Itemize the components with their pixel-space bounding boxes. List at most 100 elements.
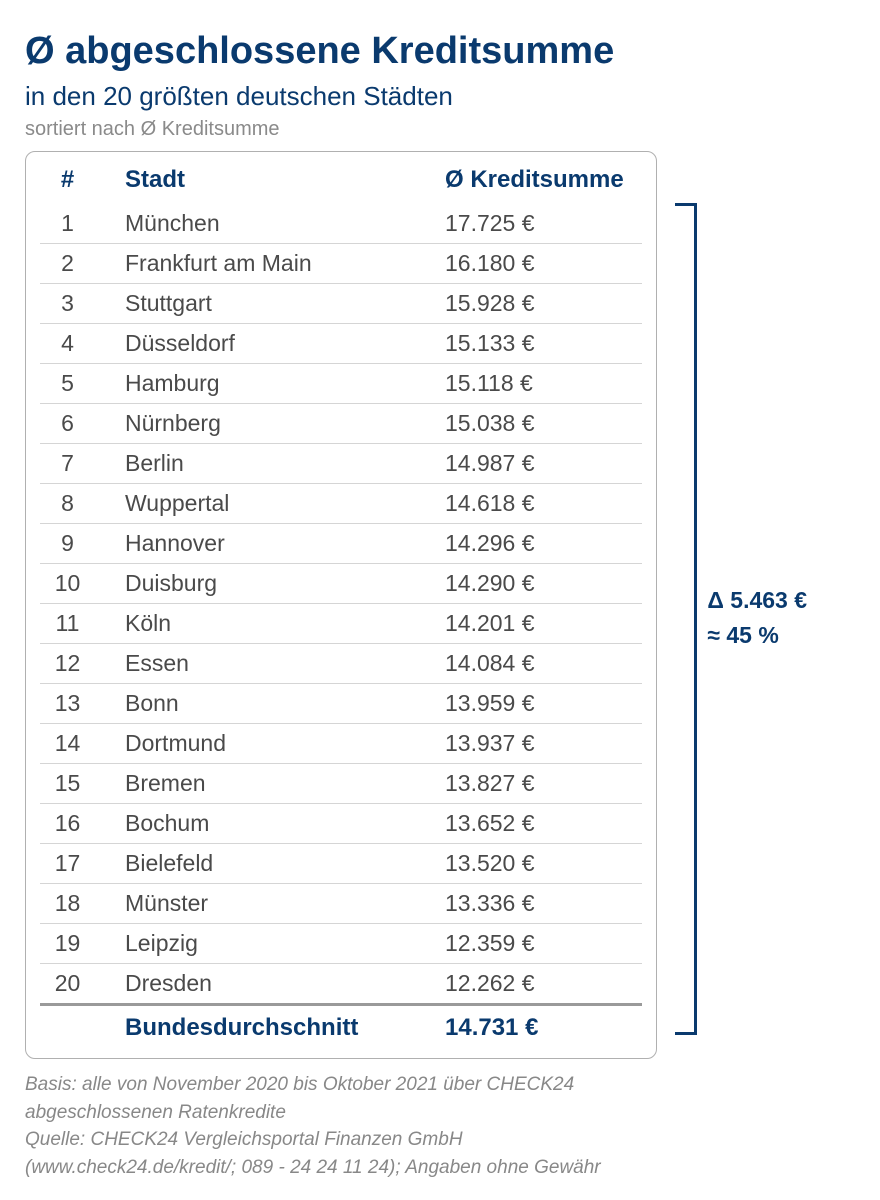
cell-amount: 14.201 €	[415, 604, 642, 644]
cell-city: Bielefeld	[95, 844, 415, 884]
col-header-city: Stadt	[95, 160, 415, 204]
cell-city: Berlin	[95, 444, 415, 484]
average-amount: 14.731 €	[415, 1005, 642, 1049]
cell-rank: 13	[40, 684, 95, 724]
cell-city: Dortmund	[95, 724, 415, 764]
cell-rank: 4	[40, 324, 95, 364]
cell-rank: 18	[40, 884, 95, 924]
delta-percent: ≈ 45 %	[707, 618, 807, 653]
cell-rank: 19	[40, 924, 95, 964]
table-row: 18Münster13.336 €	[40, 884, 642, 924]
col-header-amount: Ø Kreditsumme	[415, 160, 642, 204]
cell-amount: 12.262 €	[415, 964, 642, 1005]
footnote-detail: (www.check24.de/kredit/; 089 - 24 24 11 …	[25, 1154, 725, 1182]
cell-rank: 14	[40, 724, 95, 764]
cell-city: Münster	[95, 884, 415, 924]
cell-amount: 13.959 €	[415, 684, 642, 724]
cell-amount: 14.296 €	[415, 524, 642, 564]
table-row: 1München17.725 €	[40, 204, 642, 244]
cell-amount: 15.928 €	[415, 284, 642, 324]
average-label: Bundesdurchschnitt	[95, 1005, 415, 1049]
cell-city: Wuppertal	[95, 484, 415, 524]
sort-note: sortiert nach Ø Kreditsumme	[25, 118, 855, 141]
cell-rank: 5	[40, 364, 95, 404]
table-row: 3Stuttgart15.928 €	[40, 284, 642, 324]
cell-city: Stuttgart	[95, 284, 415, 324]
table-row: 6Nürnberg15.038 €	[40, 404, 642, 444]
cell-rank: 16	[40, 804, 95, 844]
col-header-rank: #	[40, 160, 95, 204]
cell-amount: 13.336 €	[415, 884, 642, 924]
table-row: 7Berlin14.987 €	[40, 444, 642, 484]
cell-rank: 3	[40, 284, 95, 324]
table-row: 14Dortmund13.937 €	[40, 724, 642, 764]
cell-rank: 7	[40, 444, 95, 484]
cell-rank: 17	[40, 844, 95, 884]
delta-labels: Δ 5.463 € ≈ 45 %	[707, 583, 807, 652]
table-row: 17Bielefeld13.520 €	[40, 844, 642, 884]
cell-city: Nürnberg	[95, 404, 415, 444]
cell-amount: 17.725 €	[415, 204, 642, 244]
footnote-source: Quelle: CHECK24 Vergleichsportal Finanze…	[25, 1126, 725, 1154]
cell-amount: 13.652 €	[415, 804, 642, 844]
cell-city: München	[95, 204, 415, 244]
footnote-basis: Basis: alle von November 2020 bis Oktobe…	[25, 1071, 725, 1126]
cell-amount: 13.520 €	[415, 844, 642, 884]
cell-amount: 13.937 €	[415, 724, 642, 764]
cell-rank: 15	[40, 764, 95, 804]
cell-amount: 16.180 €	[415, 244, 642, 284]
table-row: 13Bonn13.959 €	[40, 684, 642, 724]
table-row: 20Dresden12.262 €	[40, 964, 642, 1005]
cell-city: Hamburg	[95, 364, 415, 404]
cell-city: Köln	[95, 604, 415, 644]
table-row: 10Duisburg14.290 €	[40, 564, 642, 604]
cell-rank: 12	[40, 644, 95, 684]
cell-amount: 13.827 €	[415, 764, 642, 804]
table-row: 15Bremen13.827 €	[40, 764, 642, 804]
cell-rank: 11	[40, 604, 95, 644]
cell-rank: 1	[40, 204, 95, 244]
page-subtitle: in den 20 größten deutschen Städten	[25, 81, 855, 112]
cell-amount: 14.618 €	[415, 484, 642, 524]
page-title: Ø abgeschlossene Kreditsumme	[25, 30, 855, 73]
cell-city: Bonn	[95, 684, 415, 724]
cell-city: Frankfurt am Main	[95, 244, 415, 284]
table-row: 16Bochum13.652 €	[40, 804, 642, 844]
bracket-icon	[675, 203, 697, 1035]
table-row: 8Wuppertal14.618 €	[40, 484, 642, 524]
table-row: 12Essen14.084 €	[40, 644, 642, 684]
cell-rank: 2	[40, 244, 95, 284]
data-table-container: # Stadt Ø Kreditsumme 1München17.725 €2F…	[25, 151, 657, 1059]
cell-city: Bremen	[95, 764, 415, 804]
table-row: 19Leipzig12.359 €	[40, 924, 642, 964]
cell-amount: 15.133 €	[415, 324, 642, 364]
table-row: 9Hannover14.296 €	[40, 524, 642, 564]
delta-value: Δ 5.463 €	[707, 583, 807, 618]
average-row: Bundesdurchschnitt14.731 €	[40, 1005, 642, 1049]
table-row: 2Frankfurt am Main16.180 €	[40, 244, 642, 284]
cell-city: Duisburg	[95, 564, 415, 604]
cell-city: Leipzig	[95, 924, 415, 964]
footnotes: Basis: alle von November 2020 bis Oktobe…	[25, 1071, 725, 1181]
cell-city: Bochum	[95, 804, 415, 844]
cell-city: Dresden	[95, 964, 415, 1005]
cell-amount: 15.038 €	[415, 404, 642, 444]
table-row: 11Köln14.201 €	[40, 604, 642, 644]
cell-amount: 14.290 €	[415, 564, 642, 604]
cell-amount: 14.084 €	[415, 644, 642, 684]
cell-rank: 20	[40, 964, 95, 1005]
table-row: 4Düsseldorf15.133 €	[40, 324, 642, 364]
delta-bracket-zone: Δ 5.463 € ≈ 45 %	[667, 203, 855, 1035]
cell-rank: 8	[40, 484, 95, 524]
cell-amount: 14.987 €	[415, 444, 642, 484]
cell-amount: 12.359 €	[415, 924, 642, 964]
table-row: 5Hamburg15.118 €	[40, 364, 642, 404]
cell-city: Hannover	[95, 524, 415, 564]
cell-amount: 15.118 €	[415, 364, 642, 404]
cell-rank-empty	[40, 1005, 95, 1049]
cell-city: Essen	[95, 644, 415, 684]
cell-rank: 10	[40, 564, 95, 604]
cell-city: Düsseldorf	[95, 324, 415, 364]
cell-rank: 6	[40, 404, 95, 444]
credit-table: # Stadt Ø Kreditsumme 1München17.725 €2F…	[40, 160, 642, 1048]
